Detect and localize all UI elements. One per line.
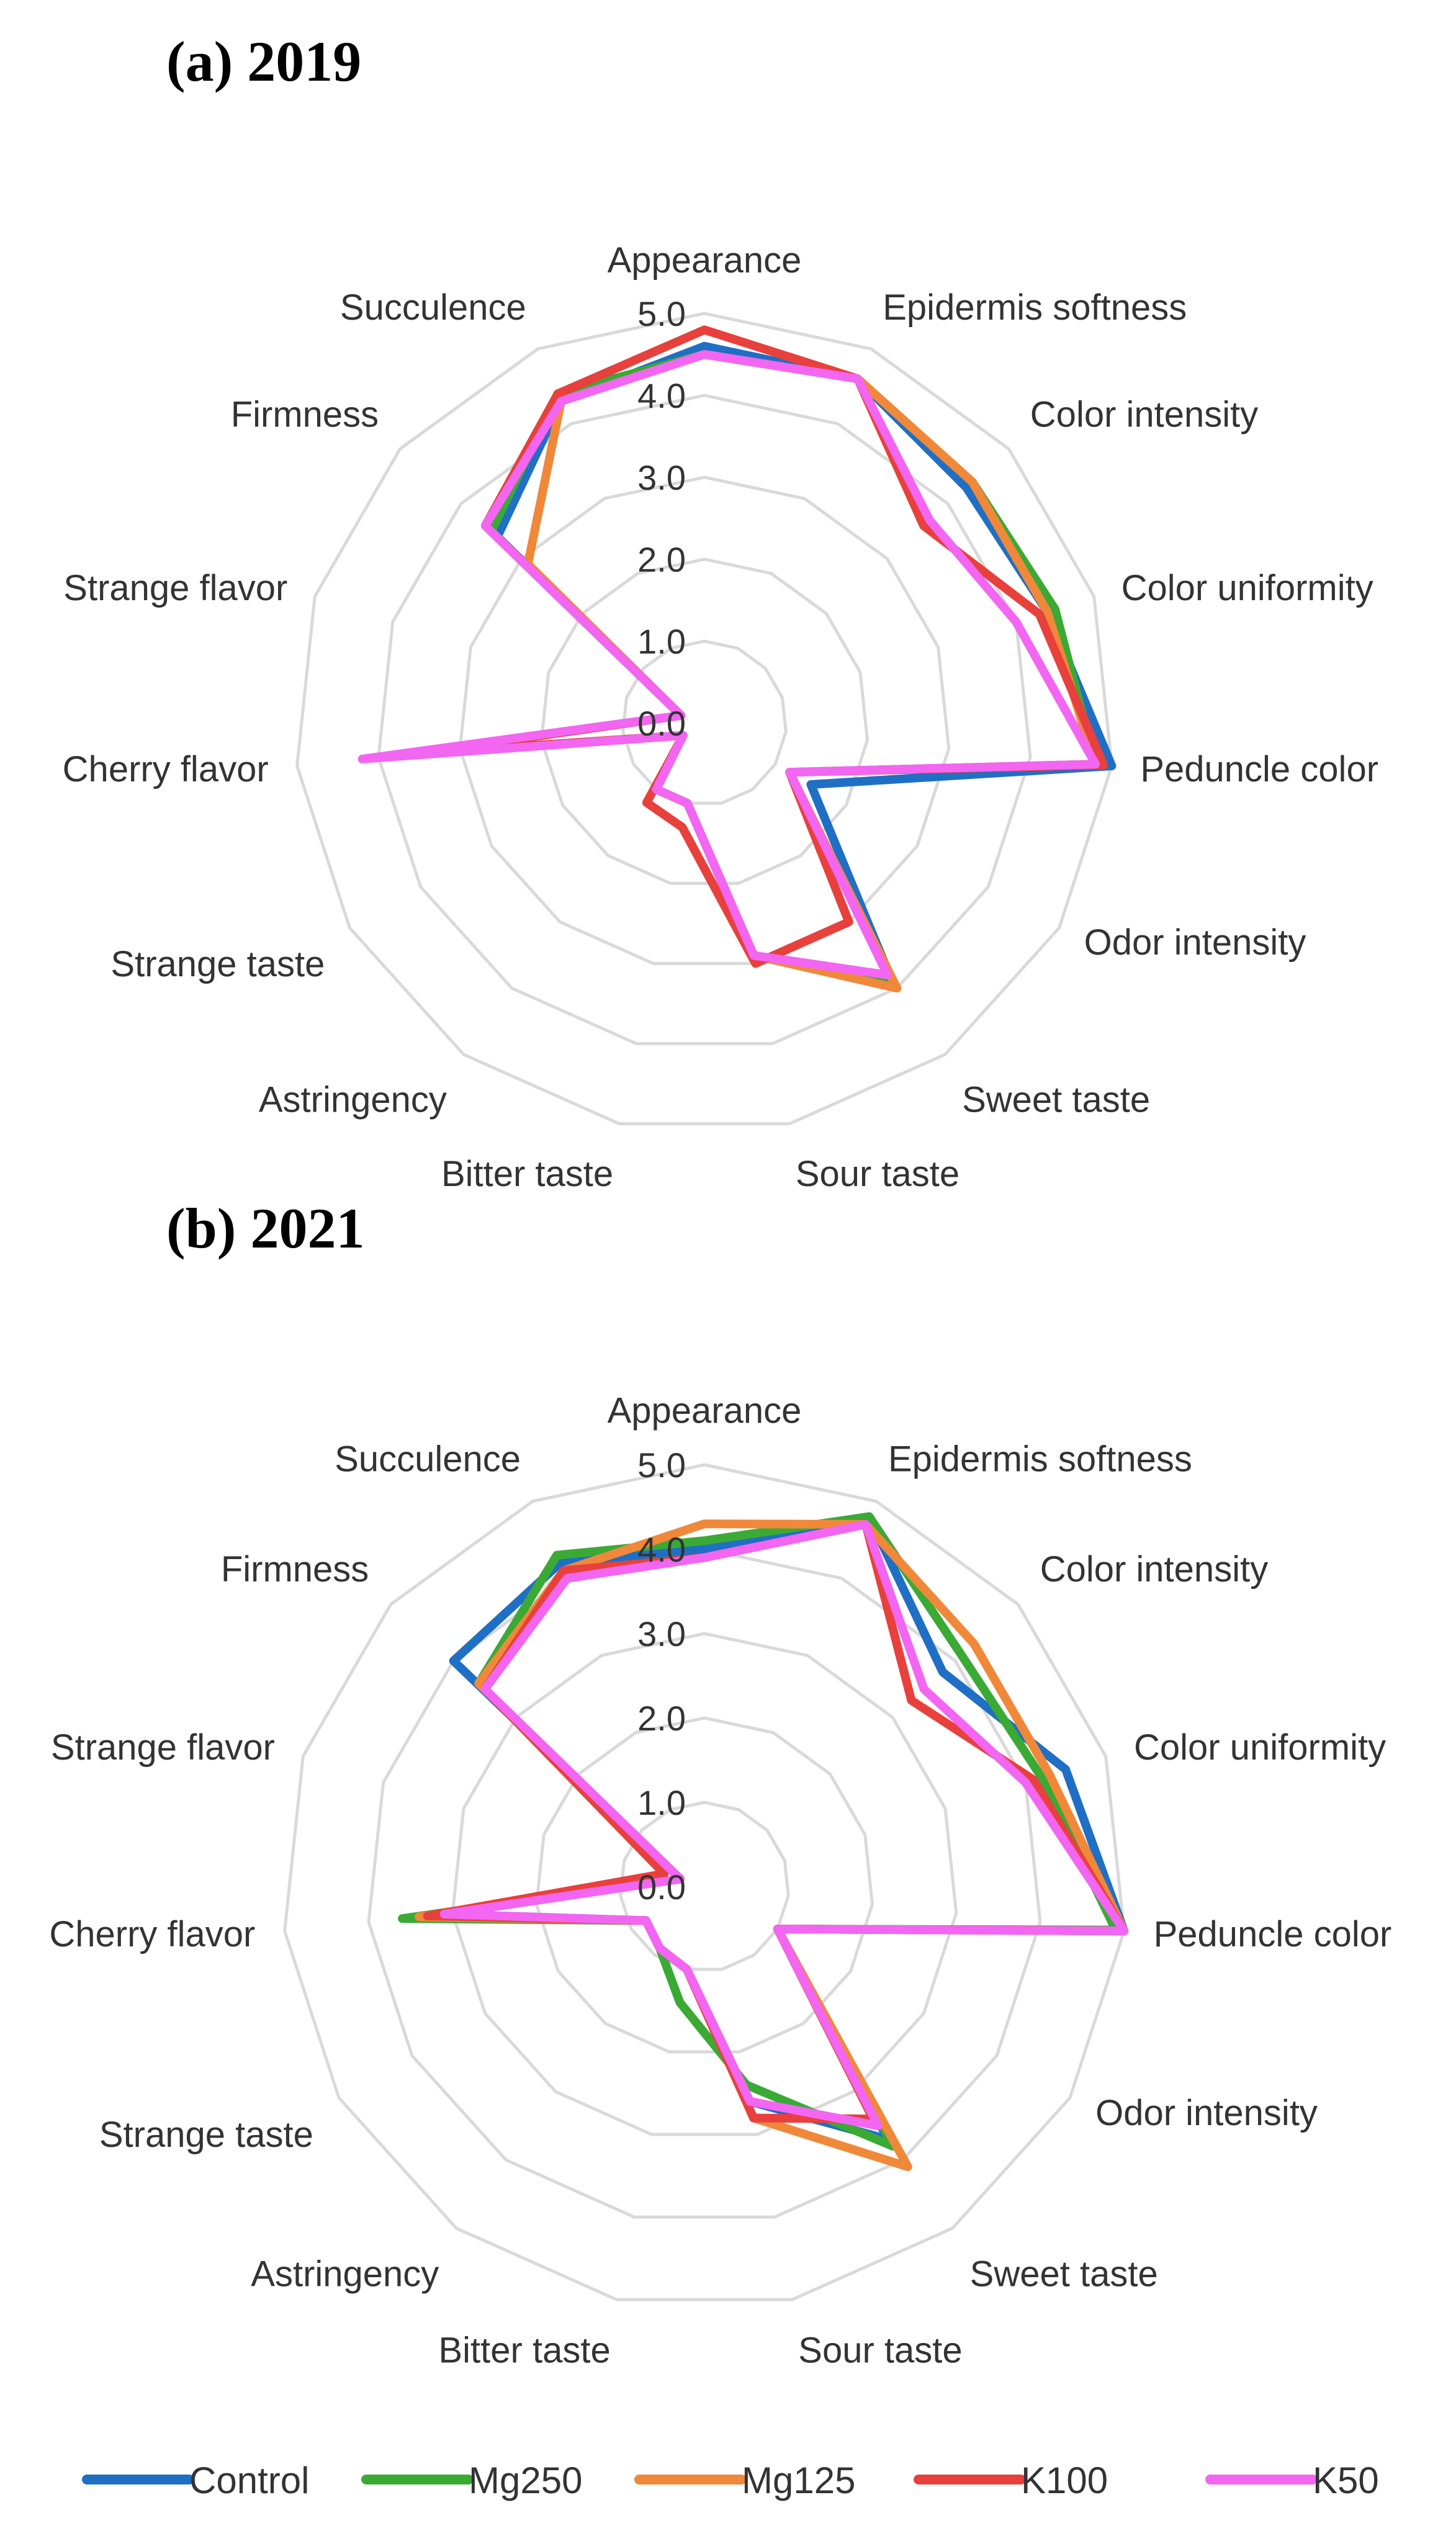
grid-ring xyxy=(534,1716,874,2054)
legend-item-mg125: Mg125 xyxy=(634,2460,855,2501)
axis-label: Color intensity xyxy=(1030,394,1258,434)
tick-label: 2.0 xyxy=(637,540,686,579)
tick-label: 3.0 xyxy=(637,1614,686,1653)
chart-title: (b) 2021 xyxy=(166,1197,364,1260)
legend-item-k100: K100 xyxy=(914,2460,1108,2501)
axis-label: Sour taste xyxy=(796,1154,959,1194)
legend-label: Mg125 xyxy=(742,2460,855,2501)
grid-ring xyxy=(295,312,1113,1126)
axis-label: Odor intensity xyxy=(1084,922,1306,963)
axis-label: Cherry flavor xyxy=(49,1914,255,1954)
axis-label: Astringency xyxy=(251,2254,439,2295)
axis-label: Strange flavor xyxy=(51,1727,275,1768)
axis-label: Epidermis softness xyxy=(883,287,1187,328)
axis-label: Strange flavor xyxy=(63,568,287,608)
axis-label: Color uniformity xyxy=(1134,1727,1386,1768)
grid-ring xyxy=(451,1632,958,2136)
grid-ring xyxy=(367,1547,1042,2219)
axis-label: Succulence xyxy=(340,287,526,328)
axis-label: Cherry flavor xyxy=(63,749,269,789)
axis-label: Sour taste xyxy=(798,2331,962,2371)
tick-label: 5.0 xyxy=(637,294,686,333)
tick-label: 1.0 xyxy=(637,1783,686,1822)
tick-label: 4.0 xyxy=(637,1530,686,1569)
axis-label: Appearance xyxy=(608,240,802,281)
series-control xyxy=(374,341,1117,986)
grid-ring xyxy=(539,557,870,885)
legend-label: K50 xyxy=(1313,2460,1379,2501)
tick-label: 0.0 xyxy=(637,1868,686,1907)
axis-label: Firmness xyxy=(231,394,379,434)
grid-ring xyxy=(458,475,951,965)
series-k100 xyxy=(415,325,1108,968)
tick-label: 0.0 xyxy=(637,704,686,743)
legend-item-control: Control xyxy=(82,2460,309,2501)
axis-label: Epidermis softness xyxy=(888,1439,1192,1479)
axis-label: Strange taste xyxy=(110,944,325,984)
legend: Control Mg250 Mg125 K100 K50 xyxy=(82,2460,1379,2501)
series-k100 xyxy=(423,1520,1129,2124)
axis-label: Peduncle color xyxy=(1154,1914,1392,1954)
legend-label: K100 xyxy=(1021,2460,1108,2501)
series-mg125 xyxy=(374,350,1100,993)
radar-chart-2: (b) 2021 0.0 1.0 2.0 3.0 4.0 5.0 Appearance Epid… xyxy=(49,1197,1391,2371)
axis-label: Odor intensity xyxy=(1095,2093,1318,2133)
axis-label: Sweet taste xyxy=(970,2254,1158,2295)
chart-title: (a) 2019 xyxy=(166,30,361,93)
axis-label: Peduncle color xyxy=(1140,749,1378,789)
tick-label: 1.0 xyxy=(637,622,686,661)
tick-label: 5.0 xyxy=(637,1446,686,1485)
tick-label: 3.0 xyxy=(637,458,686,497)
axis-label: Bitter taste xyxy=(438,2331,610,2371)
axis-label: Bitter taste xyxy=(441,1154,613,1194)
legend-label: Control xyxy=(189,2460,309,2501)
axis-label: Firmness xyxy=(221,1549,369,1589)
axis-label: Appearance xyxy=(608,1390,802,1431)
grid-ring xyxy=(283,1463,1126,2301)
axis-label: Strange taste xyxy=(99,2115,313,2155)
axis-label: Color uniformity xyxy=(1121,568,1373,608)
axis-label: Succulence xyxy=(335,1439,521,1479)
axis-label: Color intensity xyxy=(1040,1549,1268,1589)
tick-label: 4.0 xyxy=(637,376,686,415)
series-k50 xyxy=(439,1520,1129,2131)
grid-ring xyxy=(377,393,1032,1045)
radar-chart-1: (a) 2019 0.0 1.0 2.0 3.0 4.0 5.0 Appearance Epid… xyxy=(63,30,1378,1194)
series-k50 xyxy=(357,350,1100,979)
tick-label: 2.0 xyxy=(637,1699,686,1738)
legend-label: Mg250 xyxy=(469,2460,582,2501)
axis-label: Sweet taste xyxy=(962,1079,1150,1120)
grid-ring xyxy=(621,639,788,805)
series-mg125 xyxy=(415,1519,1129,2172)
legend-item-mg250: Mg250 xyxy=(361,2460,582,2501)
legend-item-k50: K50 xyxy=(1205,2460,1379,2501)
axis-label: Astringency xyxy=(259,1079,447,1120)
